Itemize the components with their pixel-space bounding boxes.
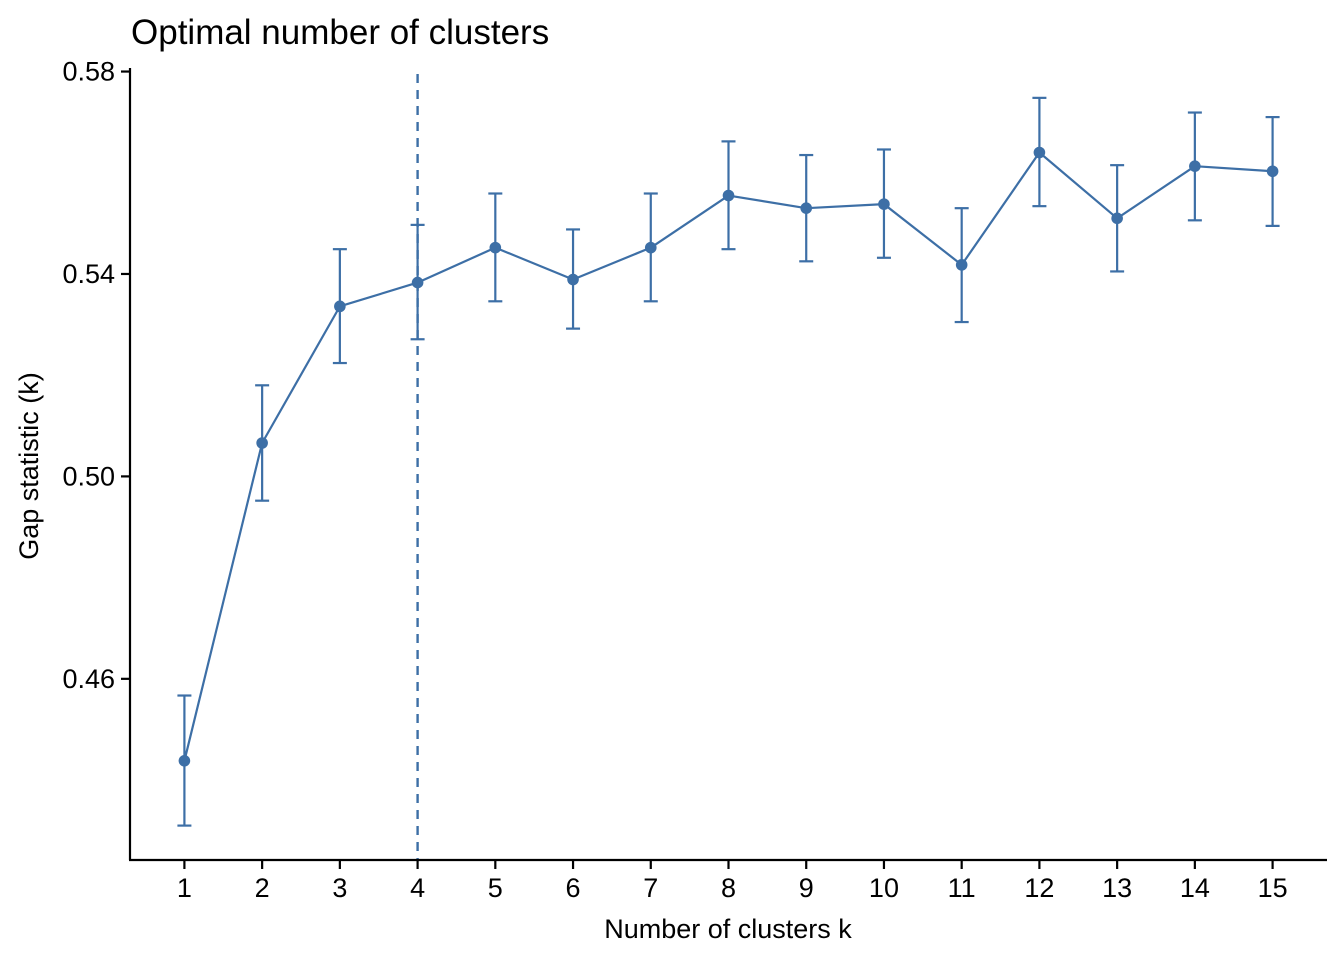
x-tick-label: 12 xyxy=(1024,873,1054,903)
x-tick-label: 1 xyxy=(177,873,192,903)
data-point xyxy=(334,300,346,313)
x-tick-label: 9 xyxy=(799,873,814,903)
x-axis-ticks: 1 2 3 4 5 6 7 8 9 10 11 12 13 14 15 xyxy=(177,860,1288,903)
x-tick-label: 14 xyxy=(1180,873,1210,903)
data-point xyxy=(411,276,424,289)
x-tick-label: 11 xyxy=(948,873,976,903)
y-tick-label: 0.58 xyxy=(62,57,115,87)
data-point xyxy=(567,273,579,286)
data-point xyxy=(955,259,968,271)
x-tick-label: 6 xyxy=(566,873,581,903)
x-tick-label: 2 xyxy=(255,873,270,903)
y-axis-title: Gap statistic (k) xyxy=(14,372,44,560)
chart-title: Optimal number of clusters xyxy=(131,13,549,52)
x-tick-label: 5 xyxy=(488,873,503,903)
data-point xyxy=(1189,160,1201,172)
y-tick-label: 0.50 xyxy=(62,461,115,491)
data-point xyxy=(256,437,268,449)
x-tick-label: 8 xyxy=(721,873,736,903)
x-tick-label: 3 xyxy=(332,873,347,903)
data-point xyxy=(178,755,191,767)
x-tick-label: 10 xyxy=(869,873,899,903)
x-tick-label: 4 xyxy=(410,873,425,903)
x-axis-title: Number of clusters k xyxy=(604,914,852,944)
plot-area xyxy=(177,74,1280,860)
data-point xyxy=(878,198,890,210)
data-point xyxy=(1111,212,1123,225)
x-tick-label: 15 xyxy=(1258,873,1288,903)
data-point xyxy=(644,241,657,254)
y-tick-label: 0.46 xyxy=(62,664,115,694)
data-point xyxy=(800,202,813,214)
data-point xyxy=(1266,165,1279,178)
x-tick-label: 7 xyxy=(643,873,658,903)
y-tick-label: 0.54 xyxy=(62,259,115,289)
data-point xyxy=(489,241,502,254)
y-axis-ticks: 0.46 0.50 0.54 0.58 xyxy=(62,57,130,694)
data-point xyxy=(722,189,735,202)
x-tick-label: 13 xyxy=(1102,873,1132,903)
data-point xyxy=(1033,146,1046,159)
